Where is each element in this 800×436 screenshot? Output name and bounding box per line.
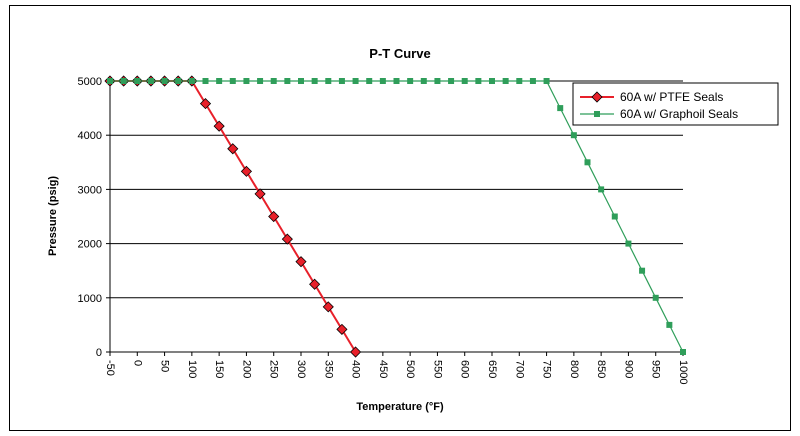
x-tick-label: 550 [431,360,443,378]
data-point [434,78,441,84]
x-tick-label: 850 [595,360,607,378]
data-point [161,78,168,84]
x-tick-label: 400 [350,360,362,378]
x-tick-label: 900 [622,360,634,378]
data-point [134,78,141,84]
data-point [680,349,686,355]
data-point [639,267,646,274]
data-point [489,78,495,84]
data-point [175,78,182,84]
x-tick-label: 50 [159,360,171,372]
data-point [254,188,266,200]
data-point [666,321,673,328]
chart-title: P-T Curve [369,46,430,61]
x-tick-label: 1000 [677,360,689,384]
data-point [352,78,359,84]
data-point [529,78,536,84]
data-point [502,78,509,84]
data-point [516,78,523,84]
data-point [322,301,334,313]
data-point [268,210,280,223]
data-point [543,78,550,84]
data-point [229,78,236,84]
x-tick-label: 950 [650,360,662,378]
data-point [611,213,618,220]
data-point [366,78,373,84]
data-point [557,105,564,112]
data-point [338,78,345,84]
legend-box [572,82,779,126]
data-point [281,233,293,245]
x-tick-label: 100 [186,360,198,378]
data-point [188,78,195,84]
data-point [625,240,632,247]
x-tick-label: -50 [104,360,116,376]
data-point [240,165,252,177]
data-point [243,78,250,84]
legend-marker-1 [594,111,600,117]
y-tick-label: 2000 [78,239,102,251]
data-point [202,78,209,84]
legend: 60A w/ PTFE Seals 60A w/ Graphoil Seals [572,82,779,126]
data-point [336,323,348,335]
data-point [584,159,591,166]
data-point [298,78,304,84]
data-point [570,132,577,139]
series-0 [104,75,362,358]
data-point [652,294,659,301]
x-tick-label: 500 [404,360,416,378]
x-tick-label: 800 [568,360,580,378]
series-line-0 [110,80,357,353]
series-1 [107,78,686,355]
data-point [270,78,277,84]
data-point [213,120,225,132]
y-tick-label: 4000 [78,130,102,142]
data-point [147,78,154,84]
x-axis-title: Temperature (°F) [356,401,444,413]
x-tick-label: 600 [459,360,471,378]
data-point [461,78,468,84]
data-point [393,78,400,84]
data-point [120,78,127,84]
x-tick-label: 0 [131,360,143,366]
x-tick-label: 700 [513,360,525,378]
legend-label: 60A w/ Graphoil Seals [620,107,738,121]
data-point [107,78,113,84]
data-point [407,78,414,84]
y-tick-label: 0 [96,347,102,359]
data-point [325,78,332,84]
data-point [199,98,212,110]
x-tick-label: 250 [268,360,280,378]
y-tick-label: 5000 [78,76,102,88]
legend-label: 60A w/ PTFE Seals [620,90,723,104]
data-point [227,143,239,155]
y-tick-label: 1000 [78,293,102,305]
data-point [350,346,362,358]
data-point [216,78,223,84]
x-tick-label: 300 [295,360,307,378]
data-point [309,278,321,290]
data-point [295,256,307,268]
x-tick-label: 200 [240,360,252,378]
x-tick-label: 450 [377,360,389,378]
data-point [284,78,291,84]
y-tick-label: 3000 [78,184,102,196]
data-point [311,78,318,84]
legend-marker-0 [591,91,603,103]
x-tick-label: 150 [213,360,225,378]
data-point [257,78,264,84]
y-axis-title: Pressure (psig) [47,176,59,256]
data-point [448,78,455,84]
data-point [475,78,482,84]
x-tick-label: 350 [322,360,334,378]
x-tick-label: 650 [486,360,498,378]
data-point [379,78,386,84]
data-point [598,186,605,193]
x-tick-label: 750 [541,360,553,378]
data-point [420,78,427,84]
chart-frame [9,5,791,431]
